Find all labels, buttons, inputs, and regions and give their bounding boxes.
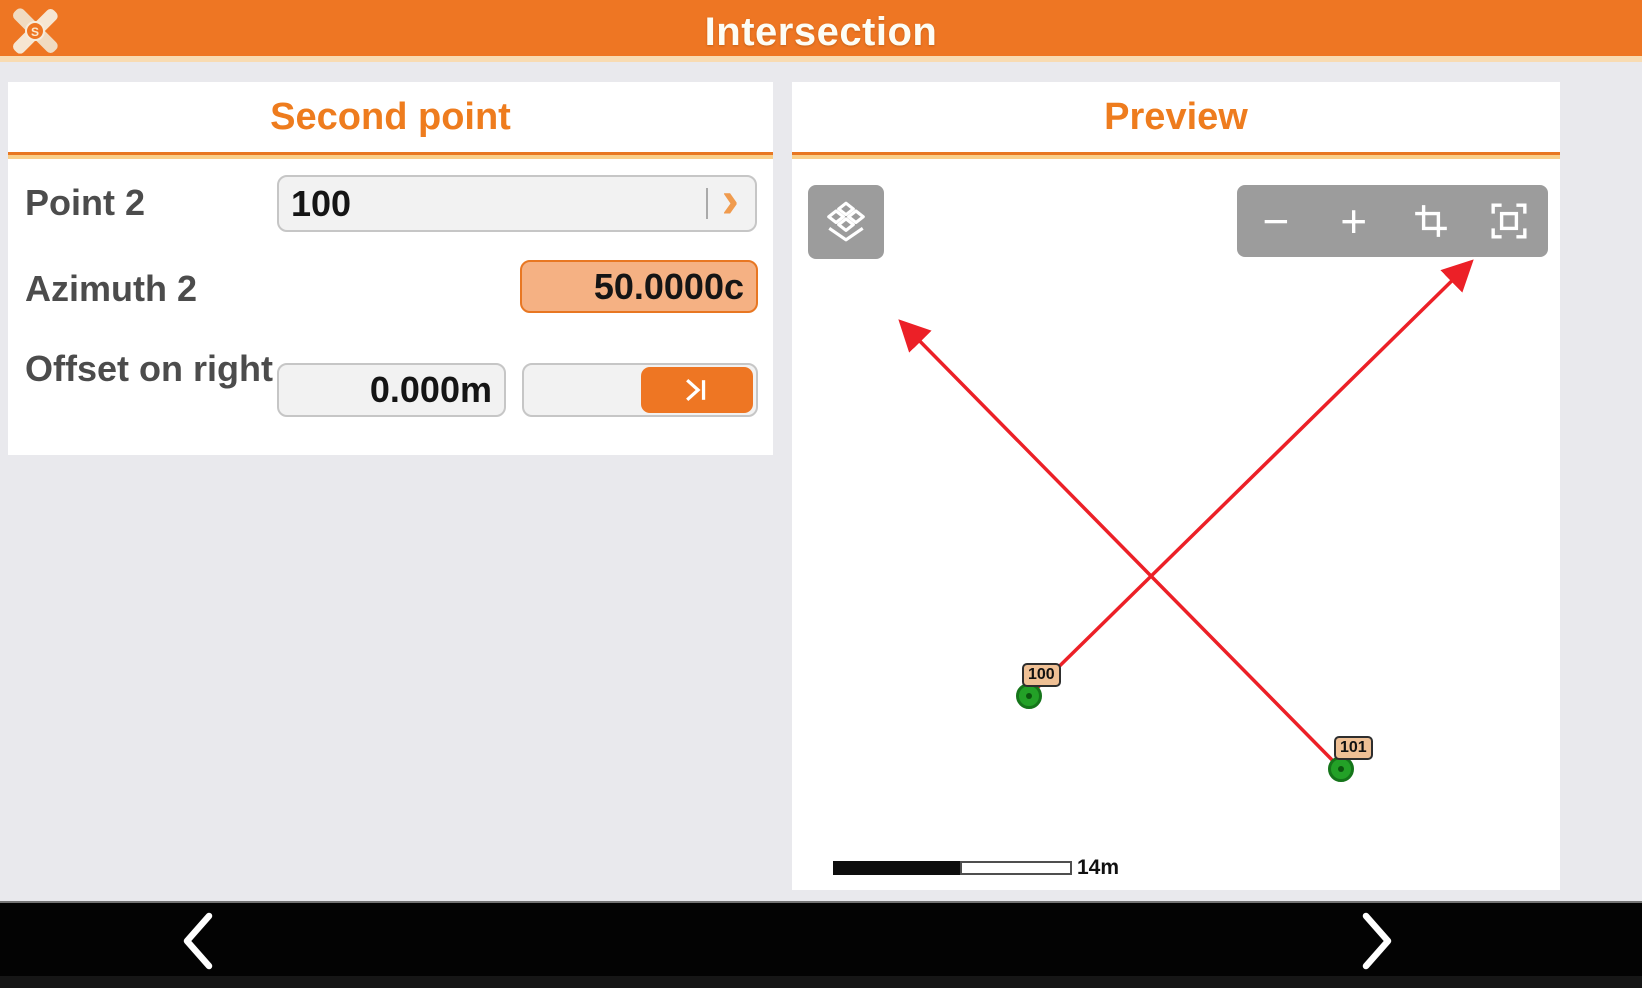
azimuth2-value: 50.0000c xyxy=(593,265,744,307)
app-logo-x-icon[interactable]: S xyxy=(8,4,62,58)
scale-bar-empty-segment xyxy=(960,861,1072,875)
offset-right-value: 0.000m xyxy=(369,369,492,410)
zoom-fit-button[interactable] xyxy=(1474,186,1544,256)
forward-button[interactable] xyxy=(1337,911,1417,971)
zoom-window-button[interactable] xyxy=(1396,186,1466,256)
point2-input[interactable]: 100 › xyxy=(277,170,757,232)
point-select-chevron-icon[interactable]: › xyxy=(721,170,739,229)
panel-title-underline-glow xyxy=(8,155,773,159)
bottom-nav-bar xyxy=(0,901,1642,988)
zoom-in-button[interactable]: + xyxy=(1319,186,1389,256)
svg-text:S: S xyxy=(31,25,39,39)
scale-bar-filled-segment xyxy=(833,861,960,875)
preview-title-underline xyxy=(792,152,1560,155)
back-button[interactable] xyxy=(158,911,238,971)
layers-button[interactable] xyxy=(808,185,884,259)
azimuth2-field[interactable]: 50.0000c xyxy=(520,260,758,313)
point2-value: 100 xyxy=(291,182,352,224)
map-point-dot xyxy=(1016,683,1042,709)
panel-title: Second point xyxy=(270,96,511,138)
offset-toggle-thumb xyxy=(641,367,753,413)
preview-title: Preview xyxy=(1104,96,1248,138)
panel-title-underline xyxy=(8,152,773,155)
page-title: Intersection xyxy=(704,10,938,54)
chevron-right-icon xyxy=(1362,912,1392,970)
crop-zoom-window-icon xyxy=(1415,205,1448,237)
zoom-out-button[interactable]: − xyxy=(1241,186,1311,256)
plus-icon: + xyxy=(1340,195,1368,247)
offset-right-field[interactable]: 0.000m xyxy=(277,363,506,417)
map-lines-layer xyxy=(898,259,1474,771)
layers-icon xyxy=(827,201,865,242)
minus-icon: − xyxy=(1262,195,1290,247)
map-toolbar: − + xyxy=(1237,185,1548,257)
input-divider xyxy=(705,187,708,220)
point2-label: Point 2 xyxy=(25,182,146,223)
arrow-to-bar-icon xyxy=(686,378,706,402)
map-point-label: 100 xyxy=(1022,663,1061,687)
panel-preview: Preview 100 101 xyxy=(792,82,1560,890)
scale-bar: 14m xyxy=(833,856,1119,880)
offset-right-label: Offset on right xyxy=(25,348,273,389)
chevron-left-icon xyxy=(183,912,213,970)
azimuth2-label: Azimuth 2 xyxy=(25,268,198,309)
offset-direction-toggle[interactable] xyxy=(522,363,758,417)
direction-line-2 xyxy=(898,319,1343,771)
direction-line-1 xyxy=(1027,259,1474,698)
map-preview-canvas[interactable]: 100 101 − + xyxy=(792,159,1560,890)
preview-title-underline-glow xyxy=(792,155,1560,159)
scale-bar-label: 14m xyxy=(1077,856,1120,879)
map-point-label: 101 xyxy=(1334,736,1373,760)
title-bar: S Intersection xyxy=(0,0,1642,62)
panel-second-point: Second point Point 2 100 › Azimuth 2 50.… xyxy=(8,82,773,455)
zoom-fit-icon xyxy=(1491,203,1527,239)
